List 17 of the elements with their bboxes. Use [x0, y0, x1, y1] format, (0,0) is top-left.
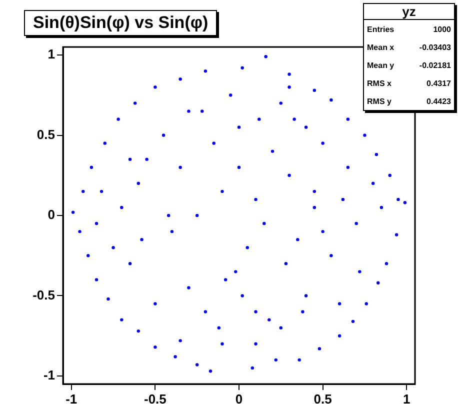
text: Mean y -0.02181 [367, 61, 451, 70]
chart-title: Sin(θ)Sin(φ) vs Sin(φ) [24, 10, 218, 36]
x-tick-label: 0 [235, 391, 243, 404]
y-tick-label: 0.5 [36, 126, 55, 142]
x-tick-label: -1 [66, 391, 78, 404]
text: RMS y 0.4423 [367, 97, 451, 106]
x-tick-label: -0.5 [144, 391, 166, 404]
y-tick-label: -0.5 [32, 287, 55, 302]
text: yz [364, 4, 454, 20]
y-tick-label: 1 [48, 46, 55, 62]
text: Entries 1000 [367, 25, 451, 34]
y-tick-label: -1 [43, 368, 55, 383]
y-tick-label: 0 [48, 207, 55, 222]
text: Mean x -0.03403 [367, 43, 451, 52]
text: RMS x 0.4317 [367, 79, 451, 88]
x-tick-label: 1 [403, 391, 410, 404]
x-tick-label: 0.5 [314, 391, 332, 404]
